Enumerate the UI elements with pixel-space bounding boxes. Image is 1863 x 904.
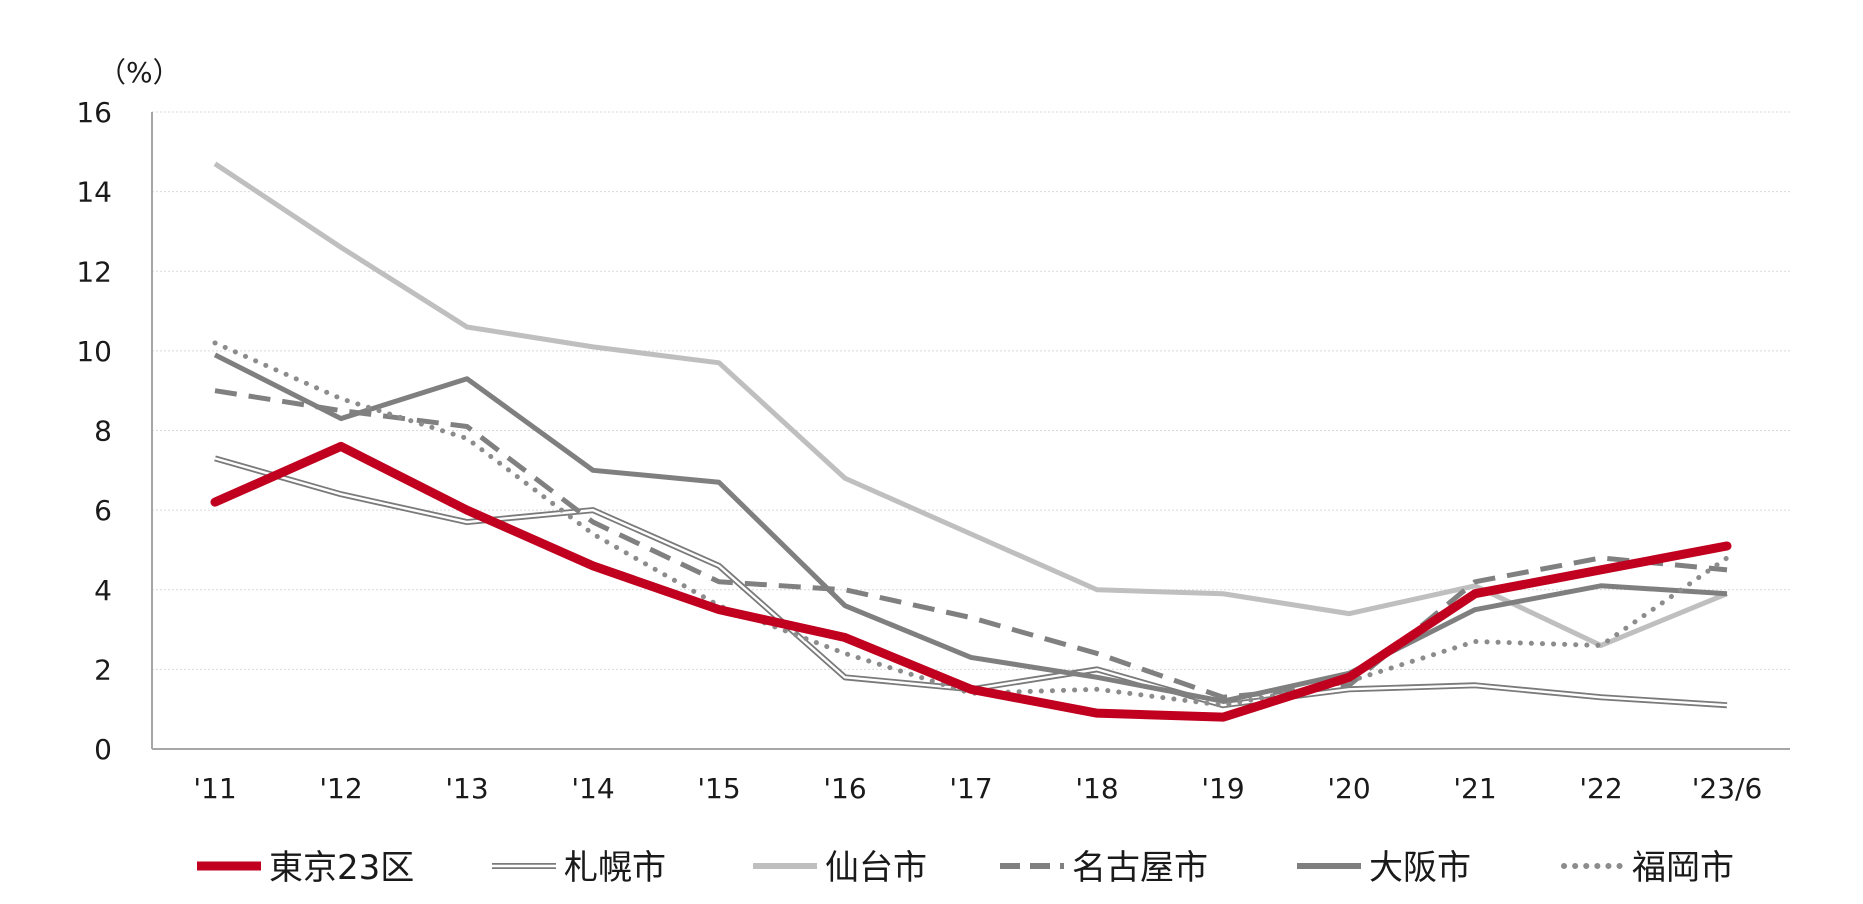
x-tick-label: '16 <box>823 772 866 805</box>
y-tick-label: 16 <box>76 96 112 129</box>
legend-label: 札幌市 <box>564 848 666 888</box>
series-line <box>213 161 1728 648</box>
x-tick-label: '17 <box>949 772 992 805</box>
y-axis-unit-label: （%） <box>98 56 181 89</box>
legend-item: 福岡市 <box>1561 848 1734 888</box>
legend-label: 大阪市 <box>1369 848 1471 888</box>
y-tick-label: 2 <box>94 653 112 686</box>
series-line <box>213 352 1728 704</box>
y-tick-labels: 0 2 4 6 8 10 12 14 16 <box>76 96 112 766</box>
legend: 東京23区 札幌市 仙台市 名古屋市 大阪市 福岡市 <box>197 848 1734 888</box>
x-tick-label: '14 <box>571 772 614 805</box>
x-tick-label: '15 <box>697 772 740 805</box>
x-tick-label: '13 <box>445 772 488 805</box>
series-line <box>210 441 1732 722</box>
legend-label: 東京23区 <box>269 848 414 888</box>
legend-item: 東京23区 <box>197 848 414 888</box>
gridlines <box>152 111 1790 670</box>
x-tick-label: '18 <box>1075 772 1118 805</box>
y-tick-label: 0 <box>94 733 112 766</box>
legend-item: 仙台市 <box>753 848 927 888</box>
x-tick-label: '21 <box>1453 772 1496 805</box>
y-tick-label: 12 <box>76 255 112 288</box>
y-tick-label: 10 <box>76 335 112 368</box>
series-lines <box>210 161 1732 722</box>
legend-item: 札幌市 <box>492 848 666 888</box>
legend-label: 福岡市 <box>1632 848 1734 888</box>
legend-label: 名古屋市 <box>1072 848 1208 888</box>
legend-label: 仙台市 <box>825 848 927 888</box>
series-line <box>214 388 1728 700</box>
y-tick-label: 14 <box>76 176 112 209</box>
x-tick-labels: '11 '12 '13 '14 '15 '16 '17 '18 '19 '20 '21 '22 '23/… <box>193 772 1762 805</box>
axes <box>151 112 1790 750</box>
x-tick-label: '19 <box>1201 772 1244 805</box>
x-tick-label: '22 <box>1579 772 1622 805</box>
x-tick-label: '23/6 <box>1692 772 1763 805</box>
y-tick-label: 8 <box>94 415 112 448</box>
legend-item: 名古屋市 <box>1000 848 1208 888</box>
y-tick-label: 6 <box>94 494 112 527</box>
series-line <box>212 340 1730 708</box>
x-tick-label: '20 <box>1327 772 1370 805</box>
x-tick-label: '11 <box>193 772 236 805</box>
y-tick-label: 4 <box>94 574 112 607</box>
legend-item: 大阪市 <box>1297 848 1471 888</box>
x-tick-label: '12 <box>319 772 362 805</box>
